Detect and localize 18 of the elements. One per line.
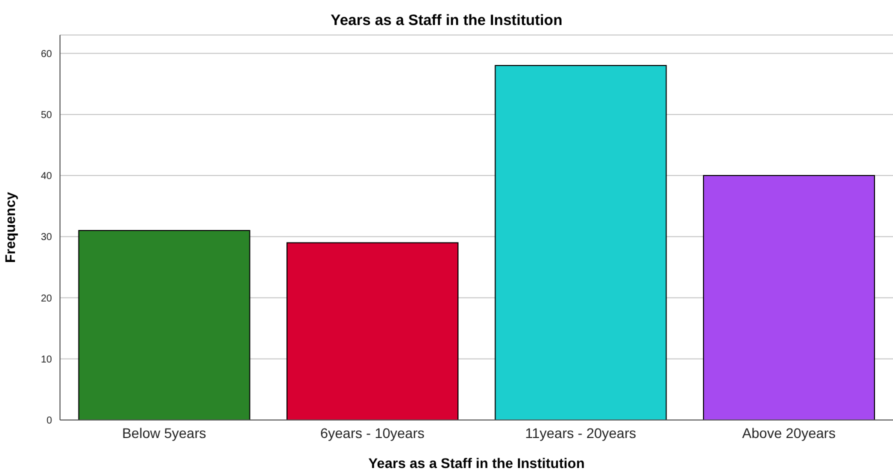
- y-tick-label: 60: [40, 48, 52, 60]
- x-tick-label: Above 20years: [742, 424, 836, 441]
- x-axis-title: Years as a Staff in the Institution: [368, 455, 585, 471]
- x-tick-label: 6years - 10years: [320, 424, 425, 441]
- chart-title: Years as a Staff in the Institution: [330, 12, 564, 29]
- x-tick-label: 11years - 20years: [525, 424, 636, 441]
- bar: [702, 175, 875, 420]
- y-tick-label: 10: [40, 354, 52, 366]
- y-tick-label: 50: [40, 110, 52, 121]
- bar: [494, 65, 667, 420]
- x-tick-label: Below 5years: [122, 424, 206, 441]
- bar: [78, 230, 250, 420]
- y-tick-label: 20: [40, 293, 52, 304]
- y-tick-label: 40: [40, 171, 52, 182]
- y-tick-label: 0: [46, 416, 52, 427]
- y-axis-title: Frequency: [2, 192, 18, 263]
- y-tick-label: 30: [40, 232, 52, 244]
- bar: [286, 242, 458, 420]
